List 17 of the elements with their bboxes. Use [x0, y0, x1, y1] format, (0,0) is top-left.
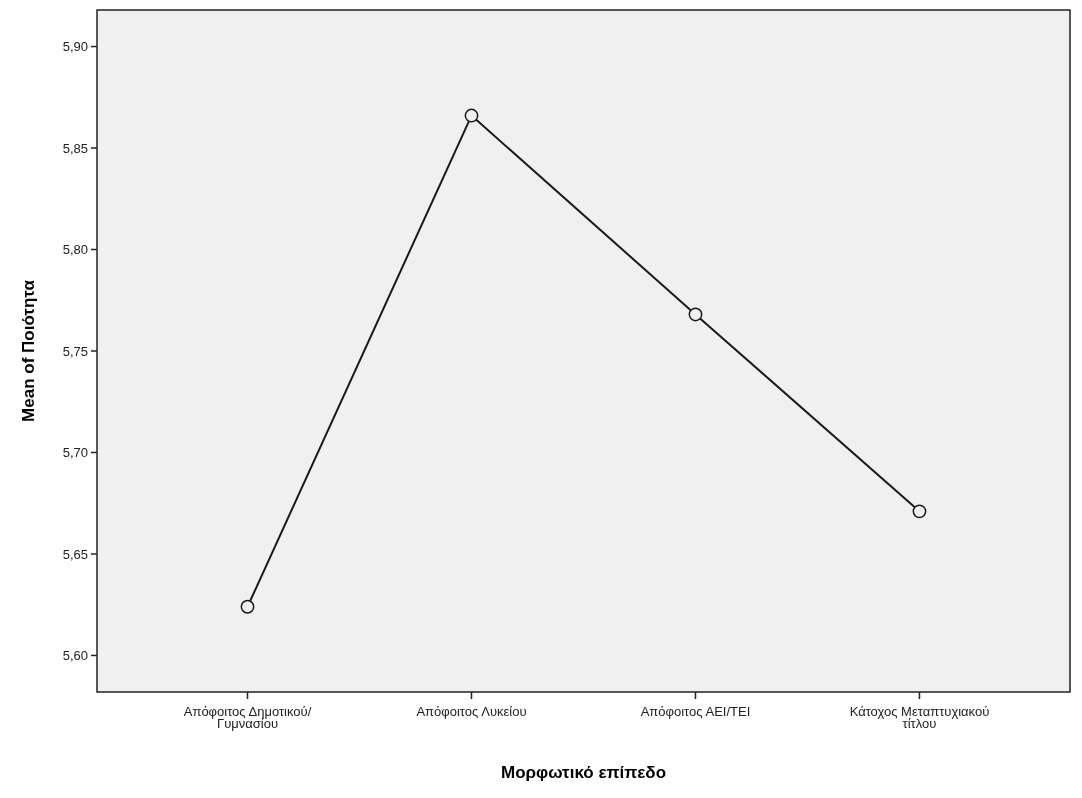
y-tick-label: 5,75	[62, 343, 88, 359]
x-tick-label: Κάτοχος Μεταπτυχιακού τίτλου	[849, 704, 990, 731]
point	[464, 108, 479, 123]
y-tick-label: 5,90	[62, 39, 88, 55]
point	[688, 307, 703, 322]
point	[912, 504, 927, 519]
x-tick-label: Απόφοιτος Δημοτικού/Γυμνασίου	[183, 704, 312, 731]
y-tick-label: 5,60	[62, 648, 88, 664]
x-axis-title: Μορφωτικό επίπεδο	[500, 763, 667, 782]
y-tick-label: 5,80	[62, 242, 88, 258]
y-tick-label: 5,85	[62, 140, 88, 156]
x-tick-label: Απόφοιτος ΑΕΙ/ΤΕΙ	[640, 704, 751, 719]
y-axis-title: Mean of Ποιότητα	[19, 279, 38, 422]
point	[240, 599, 255, 614]
x-tick-label: Απόφοιτος Λυκείου	[416, 704, 527, 719]
y-tick-label: 5,65	[62, 546, 88, 562]
y-tick-label: 5,70	[62, 445, 88, 461]
